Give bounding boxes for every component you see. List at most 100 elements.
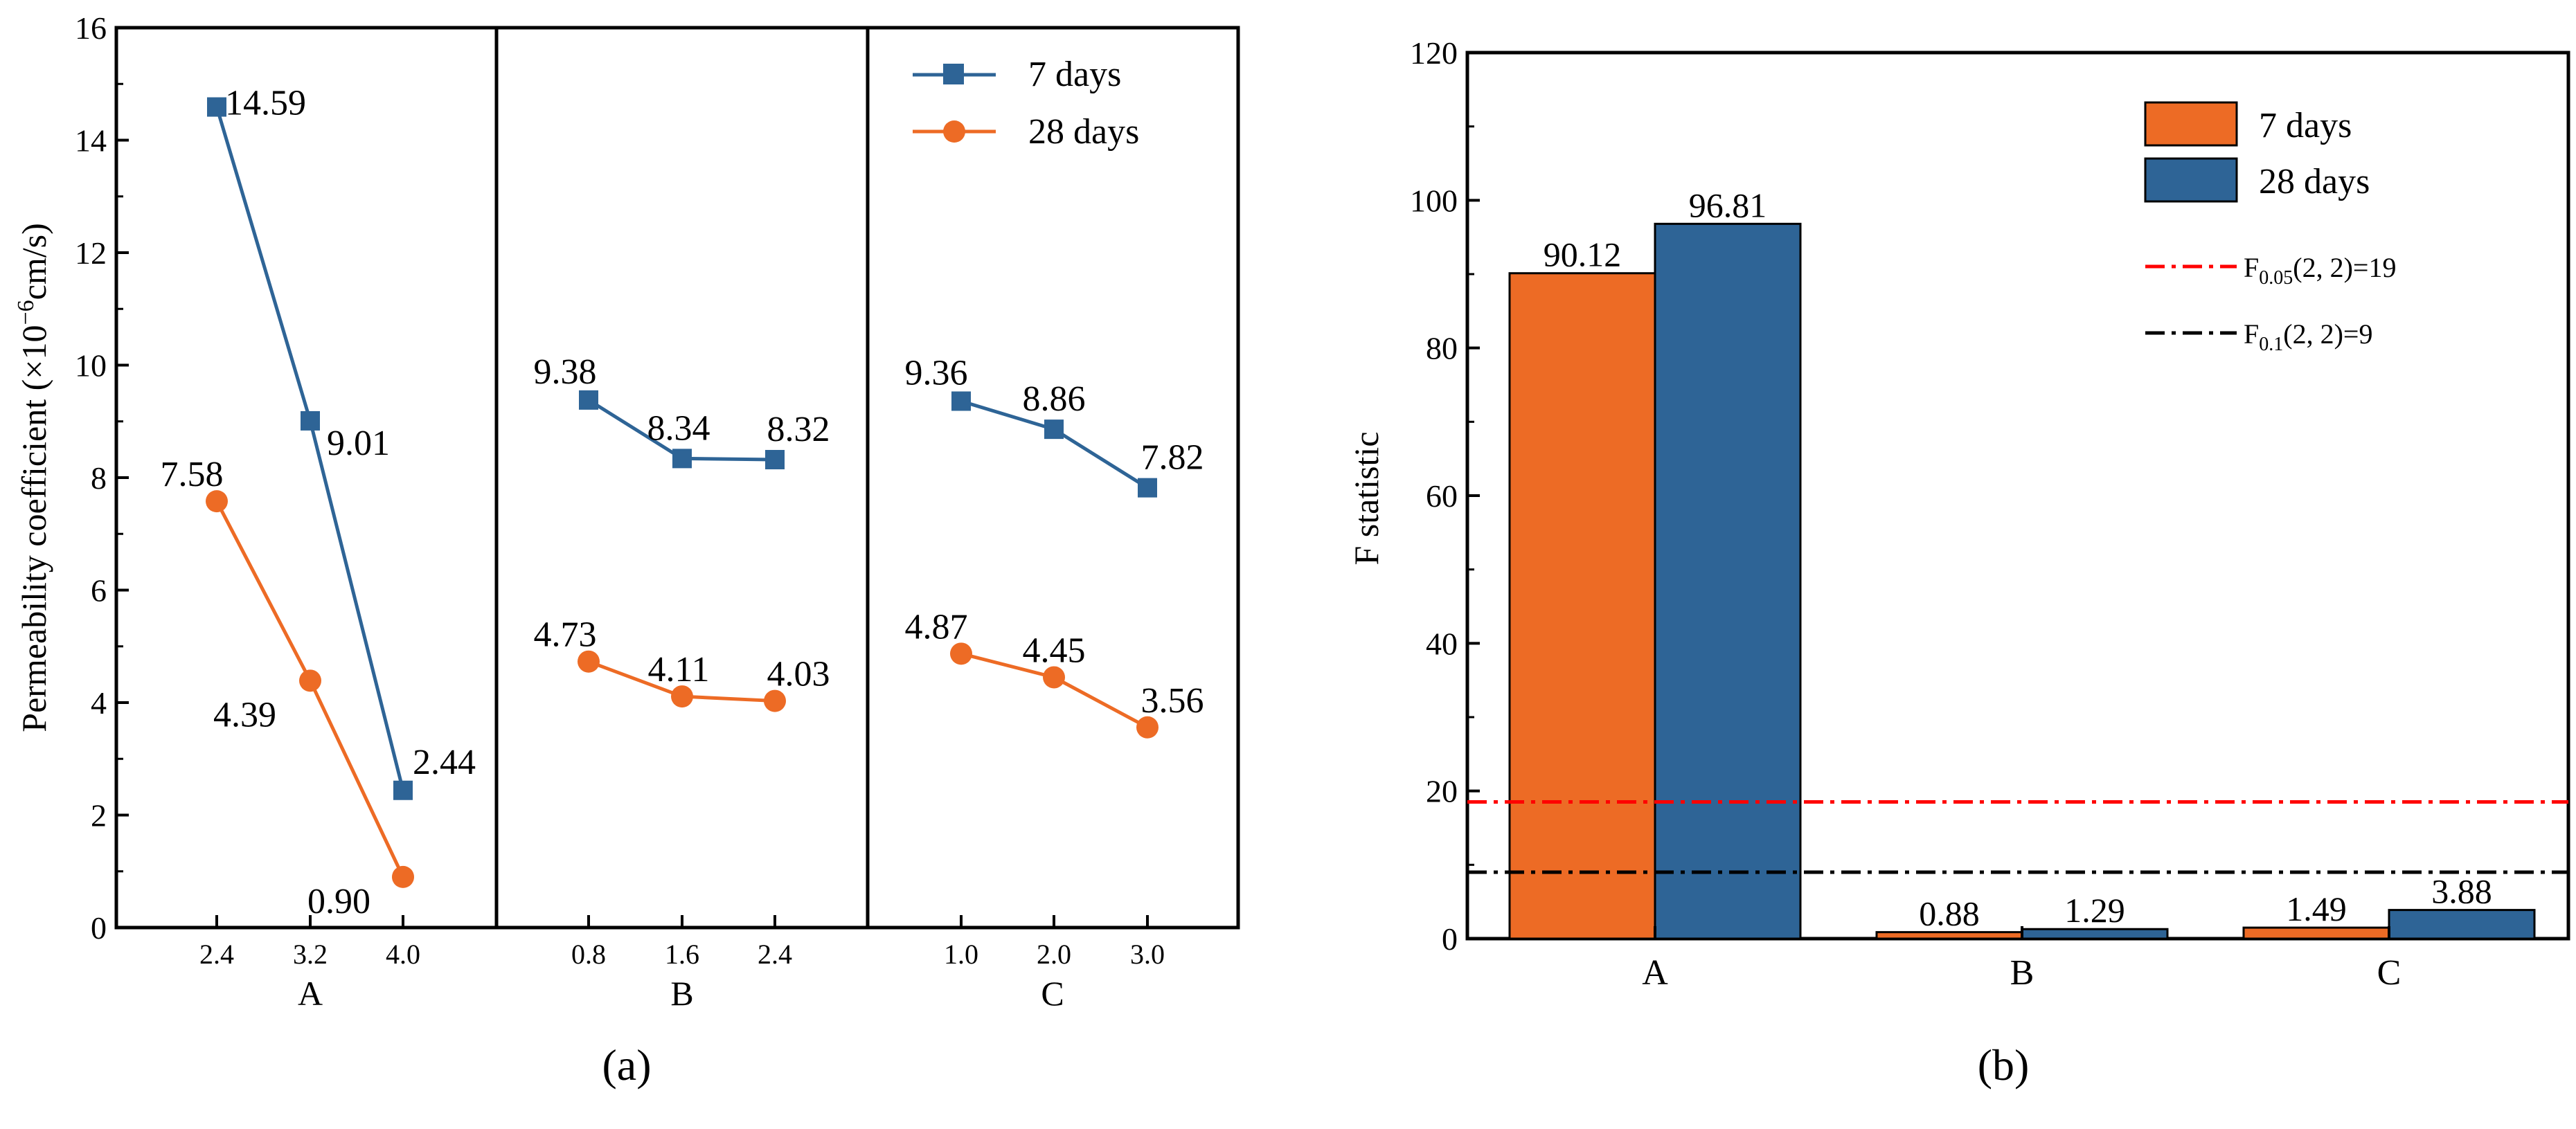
y-tick-label: 40 — [1426, 626, 1458, 661]
y-tick-label: 20 — [1426, 774, 1458, 809]
data-point-circle — [392, 865, 414, 888]
panel-b-caption: (b) — [1978, 1040, 2030, 1090]
data-point-circle — [299, 669, 321, 692]
y-tick-label: 14 — [75, 123, 107, 159]
data-point-circle — [950, 642, 972, 665]
bar-A-28-days — [1654, 222, 1802, 940]
panel-a-frame — [114, 26, 1240, 930]
data-label: 2.44 — [413, 743, 476, 782]
data-label: 7.58 — [161, 455, 224, 494]
data-label: 8.34 — [647, 408, 710, 448]
category-label-A: A — [1642, 953, 1668, 993]
bar-value-label: 1.29 — [2064, 891, 2125, 930]
data-point-square — [672, 449, 692, 469]
y-tick-label: 80 — [1426, 331, 1458, 366]
bar-value-label: 96.81 — [1689, 186, 1767, 224]
bar-B-7-days — [1875, 931, 2023, 940]
data-label: 4.73 — [534, 615, 597, 655]
data-label: 4.11 — [647, 650, 709, 689]
data-label: 14.59 — [225, 84, 306, 123]
data-point-circle — [1043, 666, 1065, 689]
data-label: 9.38 — [534, 352, 597, 392]
legend-28days-label: 28 days — [1028, 112, 1139, 152]
data-point-circle — [578, 650, 600, 673]
data-label: 7.82 — [1141, 438, 1204, 478]
legend-f005-label: F0.05(2, 2)=19 — [2244, 252, 2396, 289]
bar-value-label: 0.88 — [1919, 894, 1980, 933]
x-tick-label: 2.0 — [1037, 939, 1071, 970]
x-tick-label: 2.4 — [199, 939, 234, 970]
data-point-square — [301, 410, 320, 431]
legend-7days-square-marker — [943, 64, 964, 84]
x-tick-label: 0.8 — [571, 939, 606, 970]
x-tick-label: 3.2 — [293, 939, 328, 970]
data-label: 9.36 — [905, 354, 968, 393]
data-point-square — [765, 450, 785, 469]
legend-b-28days-label: 28 days — [2259, 162, 2370, 201]
data-label: 8.32 — [767, 410, 830, 449]
panel-a-line-chart: 0 2 4 6 8 10 12 14 16 2.4 3.2 4.0 A 0.8 1.6 2.4 B 1.0 2.0… — [13, 10, 1240, 1090]
y-tick-label: 100 — [1410, 183, 1458, 218]
data-point-square — [579, 390, 598, 410]
bar-value-label: 1.49 — [2286, 889, 2347, 928]
y-tick-label: 60 — [1426, 478, 1458, 514]
panel-b-bars: 90.12 96.81 0.88 1.29 1.49 3.88 — [1508, 186, 2536, 940]
data-point-square — [1138, 478, 1157, 498]
legend-7days-swatch — [2144, 101, 2238, 147]
panel-a-legend: 7 days 28 days — [913, 55, 1139, 152]
y-tick-label: 0 — [1442, 921, 1458, 957]
bar-value-label: 3.88 — [2431, 872, 2492, 911]
x-tick-label: 4.0 — [386, 939, 420, 970]
data-label: 9.01 — [327, 424, 390, 463]
panel-a-x-axis: 2.4 3.2 4.0 A 0.8 1.6 2.4 B 1.0 2.0 3.0 C — [199, 915, 1165, 1013]
factor-label-A: A — [298, 974, 323, 1013]
category-label-C: C — [2377, 953, 2401, 993]
panel-b-y-axis-title: F statistic — [1347, 431, 1386, 565]
legend-b-7days-label: 7 days — [2259, 106, 2352, 145]
y-tick-label: 10 — [75, 348, 107, 383]
x-tick-label: 1.0 — [944, 939, 978, 970]
factor-label-B: B — [670, 974, 693, 1013]
legend-f01-label: F0.1(2, 2)=9 — [2244, 318, 2372, 355]
bar-A-7-days — [1508, 272, 1656, 940]
panel-a-y-axis-title: Permeability coefficient (×10−6cm/s) — [13, 223, 53, 732]
panel-b-bar-chart: 0 20 40 60 80 100 120 90.12 96.81 0.88 1.29 1.49 3.… — [1347, 35, 2570, 1090]
x-tick-label: 3.0 — [1130, 939, 1165, 970]
legend-28days-circle-marker — [943, 120, 965, 143]
bar-C-7-days — [2242, 926, 2390, 940]
data-label: 4.03 — [767, 655, 830, 694]
data-point-square — [207, 97, 226, 117]
category-label-B: B — [2010, 953, 2034, 993]
legend-7days-label: 7 days — [1028, 55, 1121, 94]
x-tick-label: 2.4 — [758, 939, 792, 970]
data-label: 4.45 — [1023, 631, 1086, 670]
y-tick-label: 4 — [91, 685, 107, 721]
data-point-square — [951, 391, 971, 411]
panel-b-legend: 7 days 28 days F0.05(2, 2)=19 F0.1(2, 2)… — [2144, 101, 2396, 355]
y-tick-label: 0 — [91, 910, 107, 946]
data-point-circle — [206, 490, 228, 513]
y-tick-label: 6 — [91, 573, 107, 608]
data-label: 8.86 — [1023, 379, 1086, 419]
panel-b-y-axis: 0 20 40 60 80 100 120 — [1410, 35, 1480, 957]
data-label: 0.90 — [307, 882, 370, 921]
bar-C-28-days — [2388, 909, 2536, 940]
data-label: 4.39 — [213, 695, 276, 734]
panel-a-y-axis: 0 2 4 6 8 10 12 14 16 — [75, 10, 129, 946]
data-label: 3.56 — [1141, 681, 1204, 721]
data-point-square — [1044, 419, 1064, 440]
y-tick-label: 2 — [91, 798, 107, 833]
panel-a-series: 14.59 9.01 2.44 9.38 8.34 8.32 9.36 8.86 7.82 7.5… — [161, 84, 1204, 921]
y-tick-label: 12 — [75, 235, 107, 271]
legend-28days-swatch — [2144, 157, 2238, 203]
y-tick-label: 16 — [75, 10, 107, 46]
factor-label-C: C — [1041, 974, 1064, 1013]
data-point-circle — [764, 689, 786, 712]
x-tick-label: 1.6 — [665, 939, 699, 970]
panel-b-reference-lines — [1467, 800, 2568, 874]
data-point-circle — [671, 685, 693, 708]
panel-b-x-axis: A B C — [1642, 926, 2401, 993]
data-point-circle — [1136, 716, 1159, 739]
bar-value-label: 90.12 — [1544, 235, 1622, 274]
